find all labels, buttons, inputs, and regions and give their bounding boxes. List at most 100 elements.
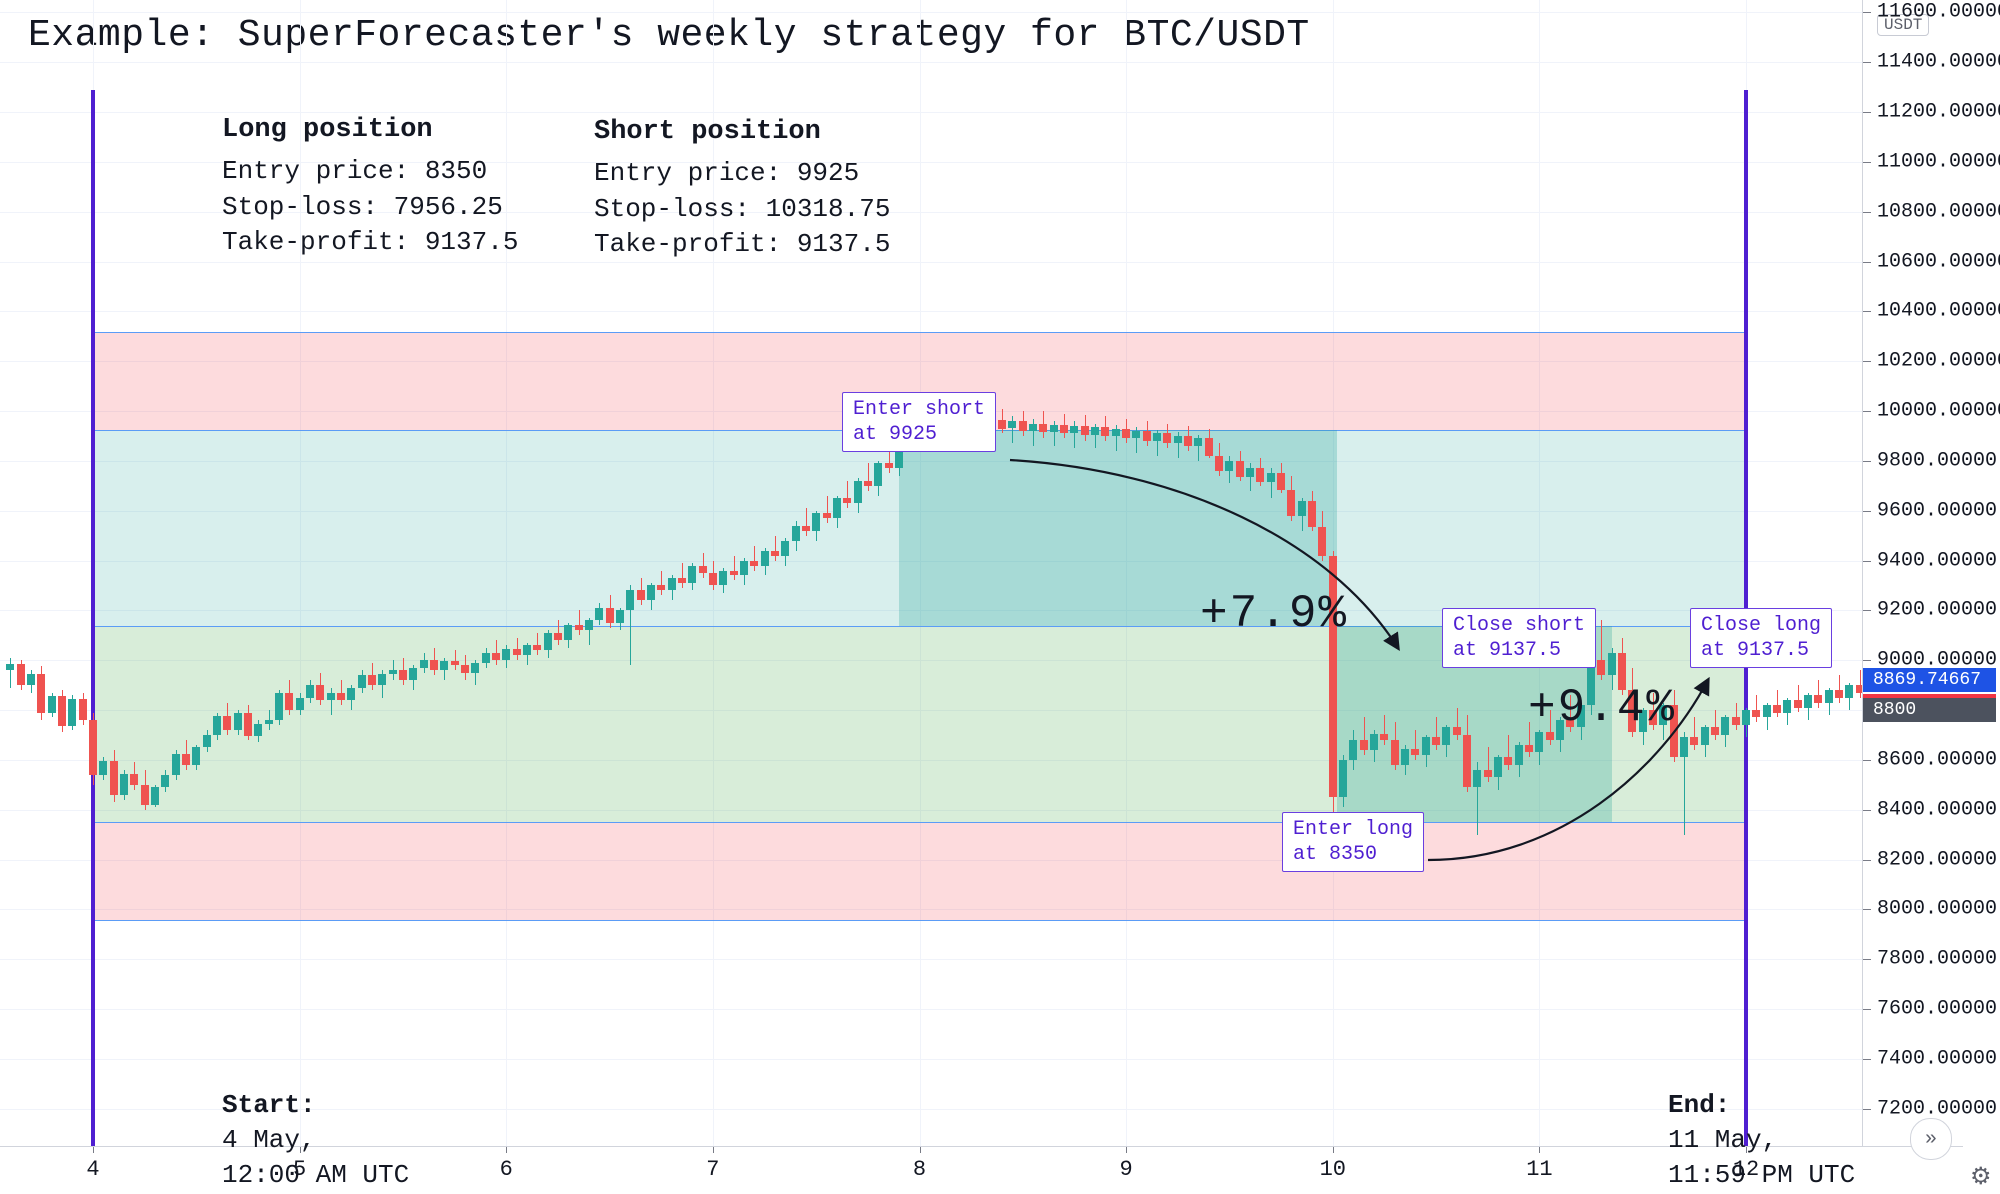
candle-body [1432,737,1440,744]
candle-body [327,693,335,700]
long-stop: Stop-loss: 7956.25 [222,190,518,225]
price-axis[interactable]: USDT 7200.000007400.000007600.000007800.… [1862,0,2000,1146]
price-tick [1863,1009,1871,1010]
time-label: 8 [913,1157,926,1182]
candle-body [750,561,758,566]
hgridline [0,262,1963,263]
candle-body [1608,653,1616,675]
time-label: 7 [706,1157,719,1182]
time-label: 11 [1526,1157,1552,1182]
time-tick [506,1147,507,1153]
candle-body [213,716,221,735]
price-label: 9600.00000 [1877,499,1997,522]
candle-body [337,693,345,700]
candle-body [575,625,583,630]
long-entry: Entry price: 8350 [222,154,518,189]
chevron-right-icon: » [1925,1128,1937,1151]
candle-body [120,774,128,795]
short-stop: Stop-loss: 10318.75 [594,192,890,227]
candle-wick [847,481,848,508]
candle-body [1122,429,1130,439]
candle-body [761,551,769,566]
candle-wick [1777,690,1778,717]
candle-body [874,463,882,485]
candle-body [688,566,696,583]
candle-body [1215,456,1223,471]
short-entry: Entry price: 9925 [594,156,890,191]
long-heading: Long position [222,112,518,148]
time-tick [920,1147,921,1153]
end-block: End: 11 May, 11:59 PM UTC [1668,1088,1855,1193]
start-line2: 12:00 AM UTC [222,1158,409,1193]
candle-body [1794,700,1802,707]
price-tick [1863,909,1871,910]
candle-body [513,649,521,655]
candle-body [1132,431,1140,438]
candle-body [1484,770,1492,777]
candle-body [730,571,738,576]
price-tick [1863,810,1871,811]
callout-close-short: Close short at 9137.5 [1442,608,1596,668]
candle-body [502,649,510,660]
candle-body [1442,727,1450,744]
candle-body [130,774,138,785]
candle-body [1225,461,1233,471]
price-label: 8000.00000 [1877,898,1997,921]
candle-body [1515,745,1523,765]
candle-body [1174,436,1182,443]
candle-wick [1756,695,1757,722]
price-tick [1863,62,1871,63]
candle-wick [754,546,755,571]
candle-body [1070,426,1078,433]
candle-body [79,699,87,720]
candle-body [595,608,603,620]
candle-body [27,674,35,685]
range-start-line[interactable] [91,90,95,1146]
lower-stoploss-band [93,822,1746,920]
candle-body [699,566,707,573]
candle-body [378,674,386,685]
candle-body [316,685,324,700]
gear-icon[interactable]: ⚙ [1970,1162,1992,1192]
long-pct-label: +9.4% [1528,682,1676,734]
candle-body [1401,749,1409,765]
candle-body [1205,438,1213,455]
price-label: 8400.00000 [1877,798,1997,821]
start-line1: 4 May, [222,1123,409,1158]
candle-body [1690,737,1698,744]
zone-border [93,332,1746,333]
candle-body [1236,461,1244,477]
candle-body [626,590,634,610]
callout-enter-short: Enter short at 9925 [842,392,996,452]
candle-body [1360,740,1368,750]
candle-body [719,571,727,586]
candle-wick [1839,675,1840,702]
price-tick [1863,660,1871,661]
price-label: 7400.00000 [1877,1047,1997,1070]
candle-wick [868,463,869,490]
candle-body [1504,757,1512,764]
candle-wick [734,556,735,581]
end-line2: 11:59 PM UTC [1668,1158,1855,1193]
candle-wick [1818,680,1819,707]
candle-body [1298,501,1306,516]
candle-body [1112,429,1120,436]
candle-body [1194,438,1202,445]
candle-body [585,620,593,630]
candle-body [358,675,366,687]
candle-body [823,513,831,518]
candle-body [885,463,893,468]
collapse-button[interactable]: » [1910,1118,1952,1160]
candle-body [99,761,107,775]
start-heading: Start: [222,1088,409,1123]
candle-body [234,713,242,730]
price-label: 10400.00000 [1877,300,2000,323]
candle-wick [455,650,456,670]
candle-body [523,645,531,655]
candle-wick [806,508,807,535]
candle-body [544,633,552,650]
candle-body [1143,431,1151,441]
time-label: 9 [1120,1157,1133,1182]
price-label: 10000.00000 [1877,400,2000,423]
price-label: 9800.00000 [1877,449,1997,472]
